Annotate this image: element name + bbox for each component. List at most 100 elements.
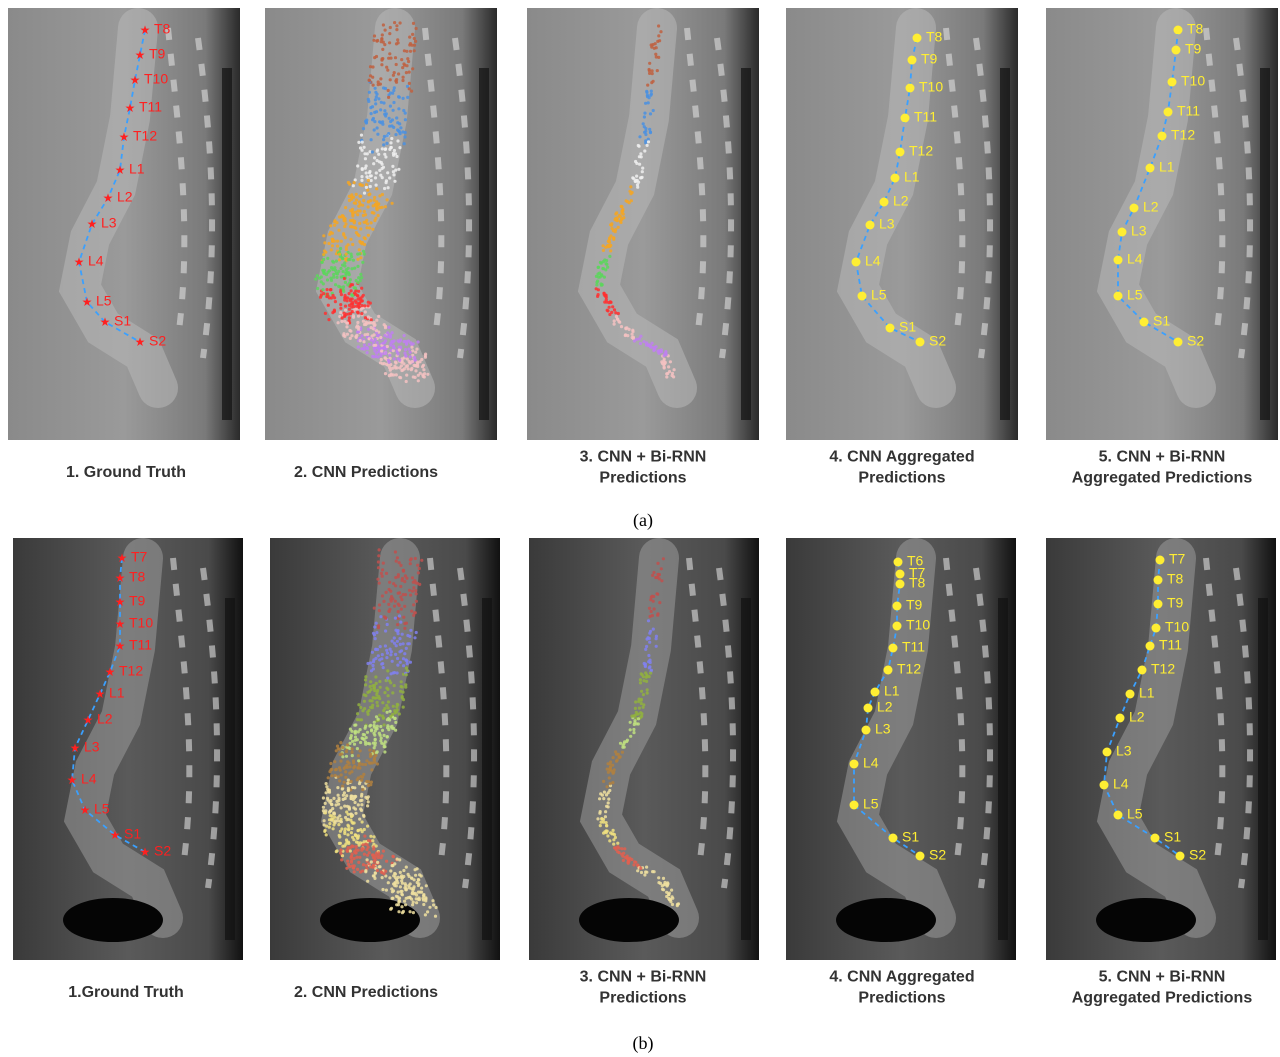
prediction-dot xyxy=(643,873,647,877)
prediction-dot xyxy=(401,96,405,100)
landmark-marker xyxy=(895,579,905,589)
prediction-dot xyxy=(391,108,395,112)
prediction-dot xyxy=(627,859,631,864)
prediction-dot xyxy=(376,560,380,564)
prediction-dot xyxy=(383,644,387,648)
prediction-dot xyxy=(353,764,357,769)
prediction-dot xyxy=(321,805,325,809)
landmark-marker xyxy=(863,703,873,713)
prediction-dot xyxy=(412,892,416,896)
prediction-dot xyxy=(400,357,404,361)
prediction-dot xyxy=(670,902,675,907)
prediction-dot xyxy=(379,77,383,81)
prediction-dot xyxy=(367,99,371,103)
prediction-dot xyxy=(397,910,401,914)
prediction-dot xyxy=(353,735,358,739)
prediction-dot xyxy=(356,164,360,168)
prediction-dot xyxy=(386,700,390,704)
prediction-dot xyxy=(341,784,345,788)
dark-band xyxy=(479,68,489,420)
prediction-dot xyxy=(371,855,376,860)
prediction-dot xyxy=(412,603,416,607)
panel-caption: Predictions xyxy=(599,990,686,1007)
prediction-dot xyxy=(651,627,655,631)
prediction-dot xyxy=(369,318,373,322)
prediction-dot xyxy=(602,797,606,801)
prediction-dot xyxy=(321,796,325,800)
landmark-marker xyxy=(1125,689,1135,699)
prediction-dot xyxy=(386,88,390,93)
prediction-dot xyxy=(403,604,407,608)
prediction-dot xyxy=(424,884,428,888)
prediction-dot xyxy=(346,833,350,837)
prediction-dot xyxy=(656,561,660,565)
prediction-dot xyxy=(338,835,342,839)
prediction-dot xyxy=(358,339,362,343)
landmark-label: T10 xyxy=(919,79,943,95)
prediction-dot xyxy=(374,95,378,99)
prediction-dot xyxy=(647,343,651,347)
prediction-dot xyxy=(353,833,357,837)
prediction-dot xyxy=(374,844,378,848)
landmark-marker xyxy=(1145,163,1155,173)
prediction-dot xyxy=(416,883,420,888)
prediction-dot xyxy=(356,264,360,268)
prediction-dot xyxy=(394,584,398,588)
prediction-dot xyxy=(396,632,400,636)
prediction-dot xyxy=(373,120,377,124)
prediction-dot xyxy=(631,328,635,332)
prediction-dot xyxy=(333,266,337,270)
prediction-dot xyxy=(423,355,427,359)
prediction-dot xyxy=(639,152,643,156)
prediction-dot xyxy=(351,258,355,262)
prediction-dot xyxy=(642,340,646,344)
prediction-dot xyxy=(365,218,369,222)
prediction-dot xyxy=(639,701,643,706)
prediction-dot xyxy=(343,261,347,265)
prediction-dot xyxy=(356,330,360,334)
prediction-dot xyxy=(395,639,399,643)
prediction-dot xyxy=(634,700,638,704)
prediction-dot xyxy=(670,888,674,892)
prediction-dot xyxy=(354,811,358,815)
prediction-dot xyxy=(415,901,419,905)
prediction-dot xyxy=(368,74,373,78)
prediction-dot xyxy=(374,726,378,731)
landmark-marker xyxy=(1173,337,1183,347)
prediction-dot xyxy=(381,165,386,169)
prediction-dot xyxy=(401,705,405,709)
prediction-dot xyxy=(392,671,397,675)
panel-caption: 1. Ground Truth xyxy=(66,464,186,481)
landmark-label: L2 xyxy=(117,189,133,205)
landmark-label: L4 xyxy=(1127,251,1143,267)
prediction-dot xyxy=(367,193,371,197)
prediction-dot xyxy=(371,118,375,122)
prediction-dot xyxy=(361,788,365,792)
prediction-dot xyxy=(352,742,357,746)
prediction-dot xyxy=(323,311,327,315)
prediction-dot xyxy=(372,720,376,724)
prediction-dot xyxy=(353,800,357,805)
landmark-marker: ★ xyxy=(117,551,128,565)
prediction-dot xyxy=(376,80,380,84)
prediction-dot xyxy=(377,603,382,607)
prediction-dot xyxy=(396,903,400,907)
prediction-dot xyxy=(396,352,400,356)
prediction-dot xyxy=(343,304,348,308)
prediction-dot xyxy=(384,629,388,633)
prediction-dot xyxy=(646,619,651,623)
prediction-dot xyxy=(656,572,660,576)
prediction-dot xyxy=(329,768,333,772)
prediction-dot xyxy=(596,817,600,821)
prediction-dot xyxy=(315,274,319,278)
prediction-dot xyxy=(360,148,364,152)
prediction-dot xyxy=(357,276,361,280)
prediction-dot xyxy=(391,170,395,174)
prediction-dot xyxy=(403,899,407,903)
prediction-dot xyxy=(380,728,385,732)
prediction-dot xyxy=(371,227,375,231)
prediction-dot xyxy=(382,86,386,90)
prediction-dot xyxy=(639,334,643,338)
prediction-dot xyxy=(609,223,613,227)
prediction-dot xyxy=(604,294,608,298)
